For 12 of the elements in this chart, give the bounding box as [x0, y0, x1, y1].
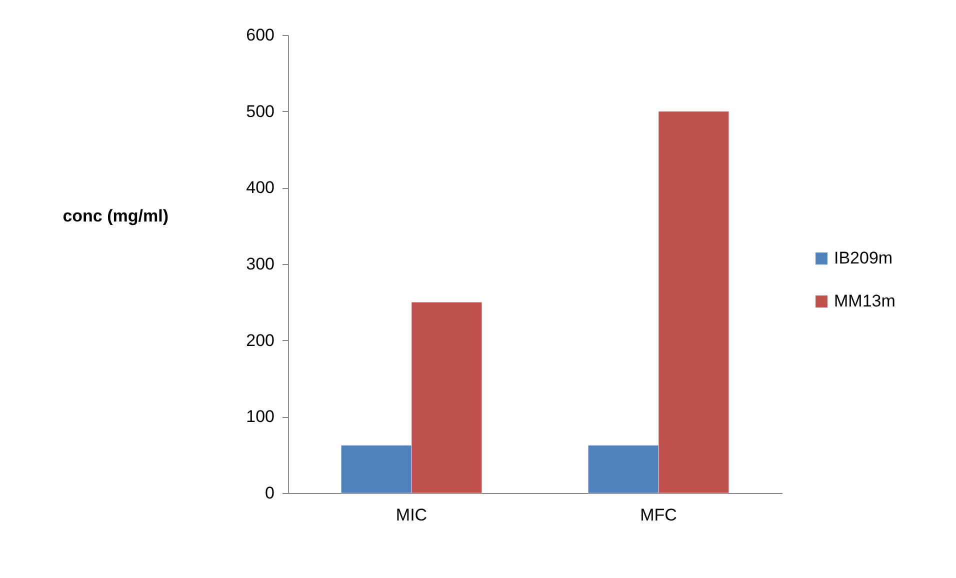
legend-label: IB209m — [834, 248, 893, 268]
y-tick-label: 600 — [246, 26, 274, 44]
y-tick-label: 500 — [246, 102, 274, 121]
y-tick-label: 200 — [246, 330, 274, 350]
x-tick-label: MFC — [640, 506, 677, 524]
y-tick-label: 0 — [265, 484, 274, 502]
y-tick-label: 300 — [246, 254, 274, 274]
x-tick-label: MIC — [396, 506, 428, 524]
y-tick-label: 400 — [246, 178, 274, 198]
y-tick-label: 100 — [246, 407, 274, 426]
y-axis-title: conc (mg/ml) — [62, 206, 168, 226]
legend-label: MM13m — [834, 292, 896, 310]
